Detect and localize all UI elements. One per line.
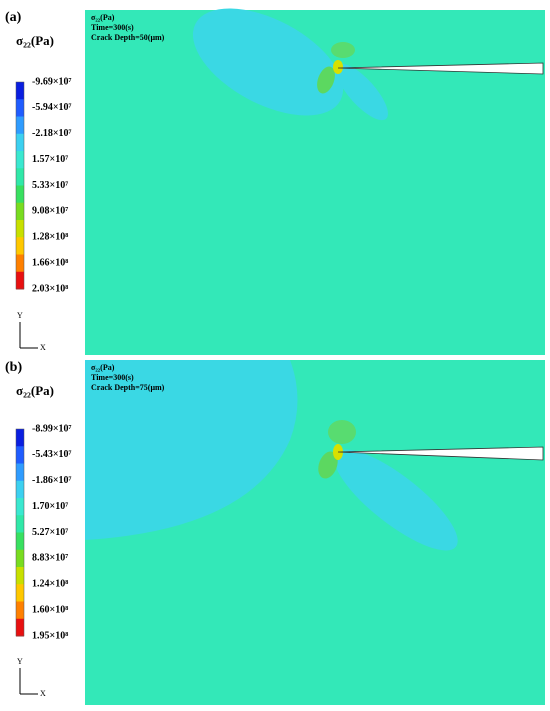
colorbar-segment bbox=[16, 220, 24, 238]
stress-lobe bbox=[317, 66, 335, 94]
colorbar-segment bbox=[16, 429, 24, 447]
legend-title: σ₂₂(Pa) bbox=[16, 383, 54, 398]
stress-lobe bbox=[85, 360, 298, 540]
legend-label: -8.99×10⁷ bbox=[32, 423, 72, 434]
legend-label: 5.33×10⁷ bbox=[32, 180, 68, 191]
legend-label: 8.83×10⁷ bbox=[32, 553, 68, 564]
stress-lobe bbox=[334, 449, 458, 551]
colorbar-segment bbox=[16, 116, 24, 135]
legend-label: -9.69×10⁷ bbox=[32, 76, 72, 87]
colorbar-segment bbox=[16, 549, 24, 568]
stress-lobe bbox=[336, 63, 388, 121]
legend-title: σ₂₂(Pa) bbox=[16, 33, 54, 48]
colorbar-segment bbox=[16, 99, 24, 117]
colorbar-segment bbox=[16, 480, 24, 499]
plot-annotation: Crack Depth=75(μm) bbox=[91, 383, 165, 392]
colorbar-segment bbox=[16, 584, 24, 602]
plot-annotation: Crack Depth=50(μm) bbox=[91, 33, 165, 42]
colorbar-segment bbox=[16, 532, 24, 551]
axis-x-label: X bbox=[40, 343, 46, 352]
stress-lobe bbox=[328, 420, 356, 444]
colorbar-segment bbox=[16, 618, 24, 637]
colorbar-frame bbox=[15, 81, 25, 290]
panel-label: (a) bbox=[5, 10, 22, 25]
colorbar-segment bbox=[16, 271, 24, 290]
colorbar-segment bbox=[16, 601, 24, 620]
colorbar-segment bbox=[16, 185, 24, 204]
legend-label: 1.57×10⁷ bbox=[32, 154, 68, 165]
colorbar-segment bbox=[16, 133, 24, 152]
colorbar-frame bbox=[15, 428, 25, 637]
colorbar-segment bbox=[16, 82, 24, 100]
legend-label: 1.60×10⁸ bbox=[32, 604, 68, 615]
colorbar-segment bbox=[16, 254, 24, 273]
colorbar-segment bbox=[16, 202, 24, 221]
stress-lobe bbox=[333, 60, 343, 74]
stress-lobe bbox=[192, 8, 344, 116]
stress-lobe bbox=[331, 42, 355, 58]
legend-label: -5.43×10⁷ bbox=[32, 449, 72, 460]
axis-y-label: Y bbox=[17, 311, 23, 320]
colorbar-segment bbox=[16, 168, 24, 186]
colorbar-segment bbox=[16, 463, 24, 482]
legend-label: 1.24×10⁸ bbox=[32, 579, 68, 590]
plot-annotation: Time=300(s) bbox=[91, 373, 134, 382]
colorbar-segment bbox=[16, 515, 24, 533]
legend-label: 1.70×10⁷ bbox=[32, 501, 68, 512]
panel: (a) σ₂₂(Pa) -9.69×10⁷ -5.94×10⁷ -2.18×10⁷ 1.5… bbox=[5, 8, 545, 355]
legend-label: 5.27×10⁷ bbox=[32, 527, 68, 538]
panel-label: (b) bbox=[5, 360, 22, 375]
legend-label: 1.66×10⁸ bbox=[32, 257, 68, 268]
axis-y-label: Y bbox=[17, 657, 23, 666]
stress-lobe bbox=[318, 451, 338, 479]
legend-label: -2.18×10⁷ bbox=[32, 128, 72, 139]
legend-label: -1.86×10⁷ bbox=[32, 475, 72, 486]
legend-label: 2.03×10⁸ bbox=[32, 283, 68, 294]
colorbar-segment bbox=[16, 237, 24, 255]
panel: (b) σ₂₂(Pa) -8.99×10⁷ -5.43×10⁷ -1.86×10⁷ 1.7… bbox=[5, 360, 545, 705]
colorbar-segment bbox=[16, 446, 24, 464]
plot-annotation: σ₂₂(Pa) bbox=[91, 363, 115, 372]
legend-label: 9.08×10⁷ bbox=[32, 206, 68, 217]
crack bbox=[337, 446, 544, 461]
crack bbox=[337, 62, 544, 75]
legend-label: 1.28×10⁸ bbox=[32, 232, 68, 243]
legend-label: 1.95×10⁸ bbox=[32, 630, 68, 641]
plot-annotation: Time=300(s) bbox=[91, 23, 134, 32]
axis-x-label: X bbox=[40, 689, 46, 698]
colorbar-segment bbox=[16, 151, 24, 169]
colorbar-segment bbox=[16, 567, 24, 585]
legend-label: -5.94×10⁷ bbox=[32, 102, 72, 113]
plot-annotation: σ₂₂(Pa) bbox=[91, 13, 115, 22]
colorbar-segment bbox=[16, 498, 24, 516]
